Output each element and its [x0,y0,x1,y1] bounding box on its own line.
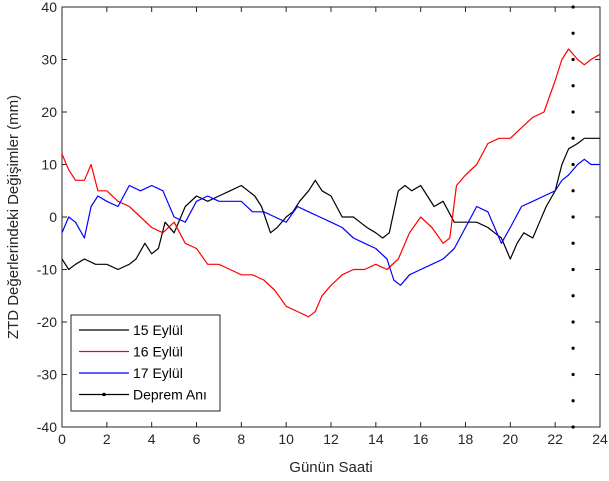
event-marker-dot [571,162,575,167]
event-marker-dot [571,346,575,350]
event-marker-layer [571,5,575,429]
legend-items: 15 Eylül 16 Eylül 17 Eylül Deprem Anı [79,322,207,403]
x-tick-label: 12 [323,431,339,447]
y-axis-label: ZTD Değerlerindeki Değişimler (mm) [5,95,22,339]
y-tick-label: -40 [37,419,57,435]
y-tick-label: 40 [41,0,57,15]
x-tick-label: 14 [368,431,384,447]
series-line-2 [62,48,600,318]
event-marker-dot [571,241,575,245]
x-axis-label: Günün Saati [289,459,372,476]
event-marker-dot [571,294,575,298]
x-axis-ticks: 0 2 4 6 8 10 12 14 16 18 20 22 24 [58,7,608,447]
y-tick-label: 30 [41,52,57,68]
event-marker-dot [571,189,575,193]
event-marker-dot [571,267,575,272]
event-marker-dot [571,84,575,88]
event-marker-dot [571,215,575,219]
x-tick-label: 24 [592,431,608,447]
x-tick-label: 4 [148,431,156,447]
event-marker-dot [571,57,575,62]
x-tick-label: 6 [193,431,201,447]
series-line-1 [62,137,600,271]
event-marker-dot [571,425,575,429]
legend-label-4: Deprem Anı [133,387,207,403]
x-tick-label: 20 [503,431,519,447]
x-tick-label: 16 [413,431,429,447]
legend-label-2: 16 Eylül [133,344,183,360]
y-tick-label: -10 [37,262,57,278]
event-marker-dot [571,320,575,324]
legend: 15 Eylül 16 Eylül 17 Eylül Deprem Anı [70,314,221,412]
y-tick-label: 10 [41,157,57,173]
y-axis-ticks: 40 30 20 10 0 -10 -20 -30 -40 [37,0,600,435]
event-marker-dot [571,399,575,403]
x-tick-label: 8 [237,431,245,447]
event-marker-dot [571,372,575,377]
x-tick-label: 18 [458,431,474,447]
y-tick-label: -30 [37,367,57,383]
legend-label-3: 17 Eylül [133,365,183,381]
event-marker-dot [571,31,575,35]
legend-marker-dot [102,392,106,397]
event-marker-dot [571,110,575,114]
series-layer [62,48,600,318]
x-tick-label: 10 [278,431,294,447]
series-line-3 [62,158,600,286]
event-marker-dot [571,136,575,140]
legend-label-1: 15 Eylül [133,322,183,338]
event-marker-dot [571,5,575,9]
x-tick-label: 22 [547,431,563,447]
y-tick-label: 0 [49,209,57,225]
x-tick-label: 0 [58,431,66,447]
y-tick-label: 20 [41,104,57,120]
x-tick-label: 2 [103,431,111,447]
y-tick-label: -20 [37,314,57,330]
